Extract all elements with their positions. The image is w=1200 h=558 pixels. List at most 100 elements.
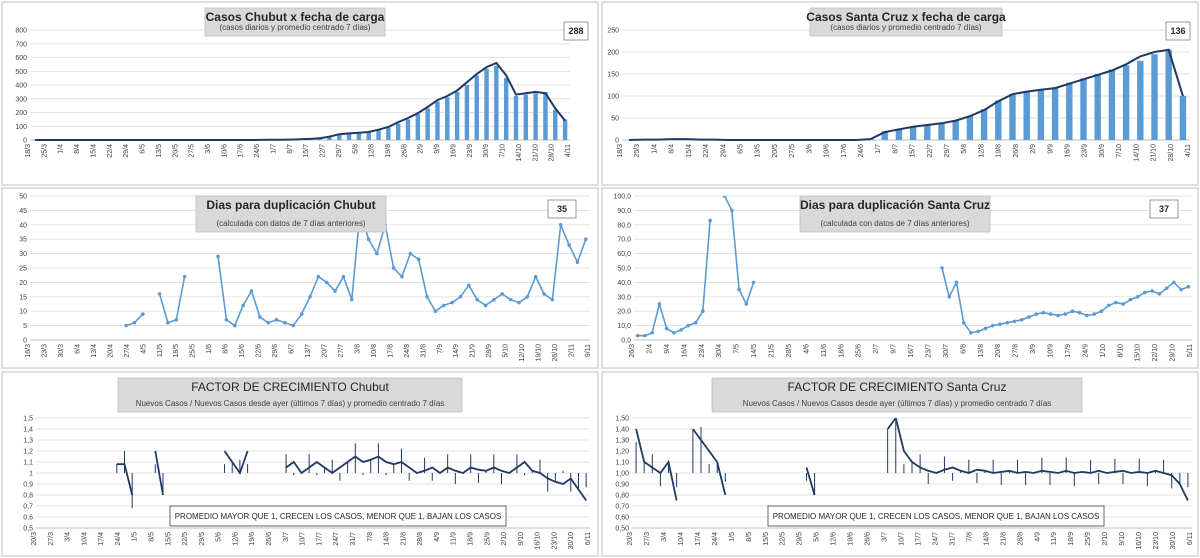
chart-title: Dias para duplicación Chubut [206, 198, 375, 212]
bar [1151, 54, 1158, 141]
data-point [1063, 312, 1067, 316]
x-tick-label: 29/7 [944, 144, 951, 158]
x-tick-label: 6/11 [1187, 532, 1194, 545]
bar [523, 94, 529, 140]
x-tick-label: 2/4 [646, 344, 653, 354]
bar [895, 129, 903, 140]
x-tick-label: 1/7 [270, 144, 277, 154]
y-tick-label: 50 [611, 116, 619, 123]
title-box [195, 195, 387, 233]
bar [1009, 93, 1016, 140]
x-tick-label: 16/7 [908, 344, 915, 358]
bar [425, 108, 430, 140]
y-tick-label: 1,10 [615, 460, 629, 467]
x-tick-label: 31/7 [949, 532, 956, 546]
data-point [166, 320, 170, 325]
data-point [983, 326, 988, 331]
x-tick-label: 25/3 [41, 144, 48, 158]
bar [1080, 78, 1087, 140]
y-tick-label: 50 [19, 194, 27, 201]
x-tick-label: 15/4 [90, 144, 97, 158]
y-tick-label: 1,30 [615, 438, 629, 445]
data-point [308, 295, 312, 299]
y-tick-label: 0,6 [23, 515, 33, 522]
series-group [635, 196, 1191, 338]
data-point [708, 218, 712, 223]
x-tick-label: 29/5 [199, 532, 206, 546]
bar [966, 115, 974, 140]
y-tick-label: 1,50 [615, 416, 629, 423]
series-group [635, 418, 1189, 501]
data-point [947, 295, 952, 299]
x-tick-label: 16/10 [1136, 532, 1143, 550]
data-point [722, 196, 727, 198]
y-tick-label: 5 [23, 323, 27, 330]
x-tick-label: 27/7 [338, 344, 345, 358]
x-tick-label: 22/6 [256, 344, 263, 358]
y-tick-label: 0,8 [23, 493, 33, 500]
x-tick-label: 13/5 [156, 144, 163, 158]
x-tick-label: 19/8 [996, 144, 1003, 158]
x-tick-label: 10/4 [678, 532, 685, 546]
y-tick-label: 20,0 [617, 309, 631, 316]
title-box [204, 7, 386, 37]
data-point [425, 295, 429, 299]
x-tick-label: 14/8 [983, 532, 990, 546]
x-tick-label: 14/10 [1133, 144, 1140, 162]
data-point [567, 243, 571, 247]
note-box [169, 505, 507, 527]
x-tick-label: 5/8 [352, 144, 359, 154]
bar [1108, 69, 1116, 140]
x-tick-label: 15/5 [165, 532, 172, 546]
x-tick-label: 10/4 [81, 532, 88, 546]
x-tick-label: 14/5 [751, 344, 758, 358]
bar [494, 65, 499, 140]
x-tick-label: 12/8 [978, 144, 985, 158]
data-point [291, 323, 296, 328]
chart-panel-1: 0 100 200 300 400 500 600 700 800 18/3 25/3 1/4 8/4 1… [1, 1, 599, 186]
x-tick-label: 5/6 [216, 532, 223, 542]
data-point [1106, 303, 1111, 308]
x-tick-label: 25/9 [484, 532, 491, 546]
bar [445, 97, 450, 140]
chart-subtitle: (calculada con datos de 7 días anteriore… [217, 219, 366, 228]
bar [503, 78, 509, 140]
bar [533, 93, 538, 140]
y-tick-label: 600 [15, 55, 27, 62]
data-point [232, 323, 237, 328]
data-point [500, 292, 505, 296]
x-tick-label: 15/7 [910, 144, 917, 158]
x-tick-label: 1/7 [875, 144, 882, 154]
data-point [940, 266, 944, 270]
chart-panel-3: 0 5 10 15 20 25 30 35 40 45 50 16/3 23/3 30/3 6/4 13/4 2… [1, 187, 599, 369]
x-tick-label: 16/10 [535, 532, 542, 550]
x-tick-label: 17/8 [387, 344, 394, 358]
x-tick-label: 16/3 [25, 344, 32, 358]
x-tick-label: 8/7 [892, 144, 899, 154]
data-point [954, 280, 959, 285]
title-box [117, 377, 463, 413]
x-tick-label: 21/10 [532, 144, 539, 162]
data-point [1128, 297, 1133, 302]
data-point [274, 318, 279, 322]
x-tick-label: 31/7 [350, 532, 357, 546]
x-tick-label: 26/3 [629, 344, 636, 358]
x-tick-label: 22/10 [1152, 344, 1159, 362]
x-tick-label: 2/11 [569, 344, 576, 357]
x-tick-label: 2/10 [501, 532, 508, 546]
data-point [533, 274, 538, 279]
x-tick-label: 17/7 [915, 532, 922, 546]
x-tick-label: 15/10 [1135, 344, 1142, 362]
x-tick-label: 18/5 [173, 344, 180, 358]
x-tick-label: 21/8 [400, 532, 407, 546]
x-tick-label: 23/9 [1082, 144, 1089, 158]
x-tick-label: 17/6 [841, 144, 848, 158]
data-point [1135, 295, 1140, 299]
data-point [1186, 284, 1191, 289]
bar [1094, 74, 1101, 140]
data-point [366, 237, 371, 241]
x-tick-label: 28/10 [1168, 144, 1175, 162]
y-tick-label: 50,0 [617, 266, 631, 273]
x-tick-label: 10/8 [371, 344, 378, 358]
badge-box [547, 199, 577, 219]
